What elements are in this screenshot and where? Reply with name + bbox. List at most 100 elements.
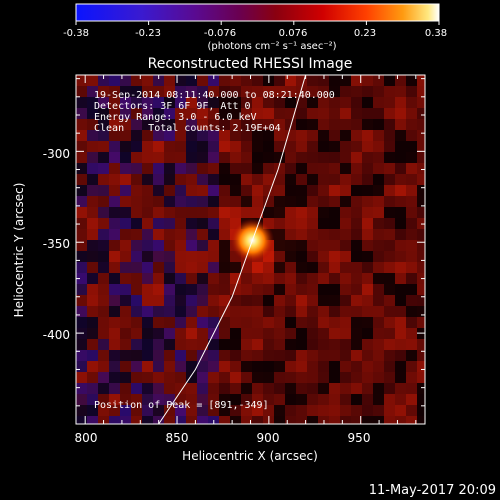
image-pixel <box>98 405 109 416</box>
image-pixel <box>340 174 351 185</box>
image-pixel <box>406 394 417 405</box>
image-pixel <box>153 317 164 328</box>
image-pixel <box>109 317 120 328</box>
image-pixel <box>142 405 153 416</box>
image-pixel <box>219 152 230 163</box>
image-pixel <box>98 97 109 108</box>
image-pixel <box>186 141 197 152</box>
image-pixel <box>208 97 219 108</box>
image-pixel <box>208 119 219 130</box>
image-pixel <box>87 416 98 424</box>
image-pixel <box>219 207 230 218</box>
image-pixel <box>153 130 164 141</box>
image-pixel <box>164 383 175 394</box>
image-pixel <box>197 218 208 229</box>
image-pixel <box>417 295 425 306</box>
image-pixel <box>186 97 197 108</box>
image-pixel <box>87 229 98 240</box>
image-pixel <box>87 86 98 97</box>
image-pixel <box>219 284 230 295</box>
image-pixel <box>417 416 425 424</box>
image-pixel <box>285 86 296 97</box>
image-pixel <box>197 394 208 405</box>
image-pixel <box>329 383 340 394</box>
image-pixel <box>340 130 351 141</box>
image-pixel <box>98 350 109 361</box>
image-pixel <box>153 361 164 372</box>
image-pixel <box>307 152 318 163</box>
image-pixel <box>252 372 263 383</box>
image-pixel <box>197 130 208 141</box>
image-pixel <box>109 372 120 383</box>
image-pixel <box>384 163 395 174</box>
image-pixel <box>109 218 120 229</box>
image-pixel <box>340 75 351 86</box>
image-pixel <box>373 75 384 86</box>
image-pixel <box>274 196 285 207</box>
image-pixel <box>417 251 425 262</box>
image-pixel <box>395 284 406 295</box>
image-pixel <box>230 273 241 284</box>
image-pixel <box>142 383 153 394</box>
image-pixel <box>98 108 109 119</box>
image-pixel <box>307 306 318 317</box>
image-pixel <box>98 251 109 262</box>
image-pixel <box>241 284 252 295</box>
image-pixel <box>285 273 296 284</box>
image-pixel <box>406 262 417 273</box>
image-pixel <box>263 372 274 383</box>
image-pixel <box>197 251 208 262</box>
image-pixel <box>87 306 98 317</box>
image-pixel <box>197 207 208 218</box>
image-pixel <box>109 75 120 86</box>
image-pixel <box>252 416 263 424</box>
image-pixel <box>285 295 296 306</box>
image-pixel <box>351 229 362 240</box>
image-pixel <box>208 350 219 361</box>
image-pixel <box>329 218 340 229</box>
image-pixel <box>219 163 230 174</box>
image-pixel <box>406 196 417 207</box>
image-pixel <box>87 152 98 163</box>
image-pixel <box>329 273 340 284</box>
image-pixel <box>373 394 384 405</box>
image-pixel <box>120 86 131 97</box>
image-pixel <box>329 97 340 108</box>
image-pixel <box>252 163 263 174</box>
image-pixel <box>274 361 285 372</box>
image-pixel <box>296 372 307 383</box>
image-pixel <box>219 361 230 372</box>
image-pixel <box>318 119 329 130</box>
image-pixel <box>307 284 318 295</box>
image-pixel <box>230 185 241 196</box>
image-pixel <box>252 295 263 306</box>
image-pixel <box>164 306 175 317</box>
image-pixel <box>175 218 186 229</box>
image-pixel <box>142 163 153 174</box>
image-pixel <box>87 262 98 273</box>
image-pixel <box>274 273 285 284</box>
image-pixel <box>186 262 197 273</box>
image-pixel <box>175 75 186 86</box>
image-pixel <box>395 218 406 229</box>
image-pixel <box>406 317 417 328</box>
image-pixel <box>340 86 351 97</box>
image-pixel <box>76 317 87 328</box>
image-pixel <box>186 295 197 306</box>
image-pixel <box>285 317 296 328</box>
image-pixel <box>76 262 87 273</box>
image-pixel <box>87 284 98 295</box>
image-pixel <box>153 251 164 262</box>
image-pixel <box>252 339 263 350</box>
image-pixel <box>186 416 197 424</box>
image-pixel <box>164 185 175 196</box>
image-pixel <box>318 284 329 295</box>
image-pixel <box>252 306 263 317</box>
image-pixel <box>153 108 164 119</box>
image-pixel <box>296 394 307 405</box>
image-pixel <box>241 262 252 273</box>
image-pixel <box>307 75 318 86</box>
image-pixel <box>98 383 109 394</box>
image-pixel <box>406 97 417 108</box>
image-pixel <box>351 284 362 295</box>
